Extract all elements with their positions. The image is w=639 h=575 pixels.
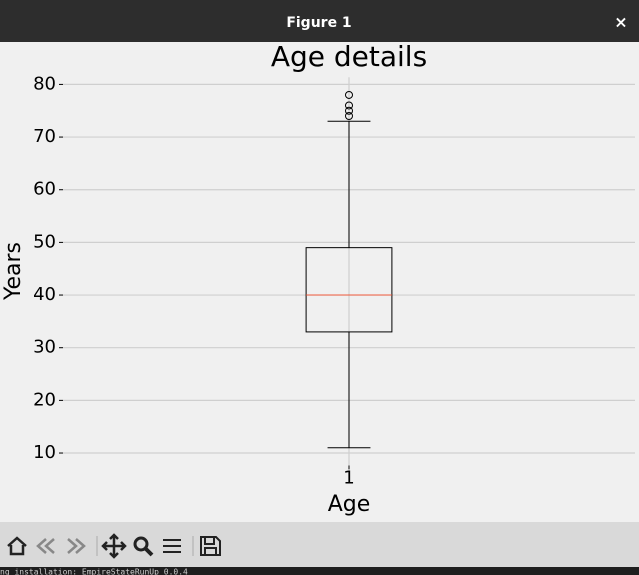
x-tick-label: 1 [343, 467, 354, 488]
x-axis-label: Age [328, 492, 371, 517]
chart-title: Age details [271, 40, 427, 73]
y-tick-label: 10 [33, 442, 56, 463]
home-button[interactable] [7, 536, 27, 556]
pan-button[interactable] [101, 533, 127, 559]
status-text: ng installation: EmpireStateRunUp 0.0.4 [0, 568, 188, 575]
y-axis-label: Years [1, 242, 26, 301]
y-tick-label: 70 [33, 126, 56, 147]
y-tick-label: 60 [33, 179, 56, 200]
config-button[interactable] [163, 539, 181, 553]
close-button[interactable]: × [614, 13, 627, 32]
flier [345, 101, 353, 110]
zoom-handle [143, 546, 154, 557]
toolbar [0, 522, 639, 567]
zoom-button[interactable] [133, 536, 149, 552]
back-button[interactable] [36, 538, 55, 554]
flier [345, 112, 353, 121]
figure [0, 42, 639, 522]
flier [345, 90, 353, 99]
toolbar-icons [7, 533, 221, 559]
forward-button[interactable] [67, 538, 86, 554]
plot-area: 10 20 30 40 50 60 70 80 1 [33, 73, 635, 488]
flier [345, 106, 353, 115]
save-button[interactable] [200, 536, 221, 556]
y-tick-label: 30 [33, 337, 56, 358]
y-tick-label: 80 [33, 73, 56, 94]
title-bar [0, 0, 639, 42]
window-title: Figure 1 [286, 15, 351, 31]
box [305, 247, 393, 333]
y-tick-label: 50 [33, 231, 56, 252]
y-tick-label: 20 [33, 389, 56, 410]
y-tick-label: 40 [33, 284, 56, 305]
terminal-strip [0, 567, 639, 575]
toolbar-separator [96, 536, 194, 556]
